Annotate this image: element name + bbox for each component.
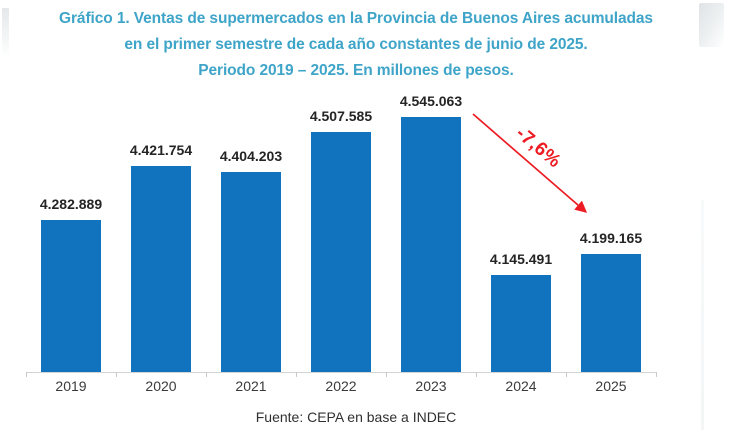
bar-value-label-2023: 4.545.063 [399, 93, 463, 109]
x-axis-tick-label-2023: 2023 [415, 378, 447, 394]
x-axis-tick-label-2020: 2020 [145, 378, 177, 394]
x-axis-tick-label-2022: 2022 [325, 378, 357, 394]
bar-value-label-2025: 4.199.165 [579, 230, 643, 246]
x-axis-tick [656, 372, 657, 377]
bar-value-label-2021: 4.404.203 [219, 148, 283, 164]
bar-2024 [491, 275, 551, 372]
bar-value-label-2019: 4.282.889 [39, 196, 103, 212]
bar-2023 [401, 117, 461, 372]
bar-2022 [311, 132, 371, 372]
chart-title-line2: en el primer semestre de cada año consta… [124, 36, 588, 53]
x-axis-tick-label-2021: 2021 [235, 378, 267, 394]
decline-percentage-label: -7,6% [511, 122, 566, 173]
x-axis-tick-label-2024: 2024 [505, 378, 537, 394]
chart-title: Gráfico 1. Ventas de supermercados en la… [0, 6, 712, 84]
x-axis-tick [26, 372, 27, 377]
x-axis-tick [386, 372, 387, 377]
bar-2021 [221, 172, 281, 372]
x-axis-tick [116, 372, 117, 377]
source-note: Fuente: CEPA en base a INDEC [255, 409, 457, 425]
bar-2020 [131, 166, 191, 372]
bar-value-label-2020: 4.421.754 [129, 142, 193, 158]
chart-title-line1: Gráfico 1. Ventas de supermercados en la… [59, 10, 653, 27]
bar-value-label-2022: 4.507.585 [309, 108, 373, 124]
x-axis-tick [296, 372, 297, 377]
x-axis-tick-label-2019: 2019 [55, 378, 87, 394]
x-axis-tick-label-2025: 2025 [595, 378, 627, 394]
x-axis-tick [476, 372, 477, 377]
bar-value-label-2024: 4.145.491 [489, 251, 553, 267]
x-axis-tick [206, 372, 207, 377]
bar-2019 [41, 220, 101, 372]
bar-2025 [581, 254, 641, 372]
x-axis-line [26, 372, 656, 373]
chart-title-line3: Periodo 2019 – 2025. En millones de peso… [198, 62, 514, 79]
x-axis-tick [566, 372, 567, 377]
